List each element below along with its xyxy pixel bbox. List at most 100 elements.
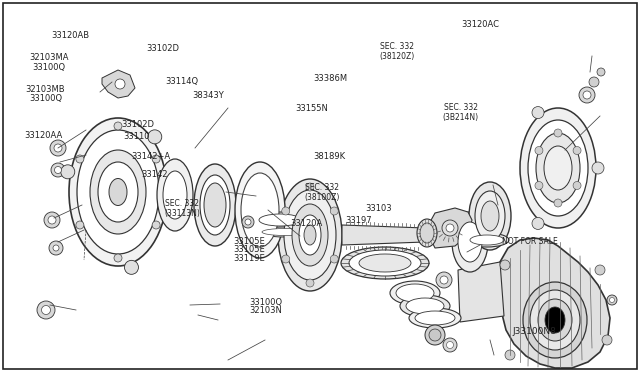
Circle shape	[44, 212, 60, 228]
Text: 33105E: 33105E	[234, 246, 266, 254]
Ellipse shape	[400, 295, 450, 317]
Text: 33100Q: 33100Q	[32, 63, 65, 72]
Ellipse shape	[299, 215, 321, 255]
Circle shape	[554, 129, 562, 137]
Text: 33197: 33197	[346, 216, 372, 225]
Text: 32103MA: 32103MA	[29, 53, 68, 62]
Circle shape	[152, 155, 160, 163]
Circle shape	[607, 295, 617, 305]
Circle shape	[505, 350, 515, 360]
Ellipse shape	[538, 299, 572, 341]
Text: SEC. 332
(38100Z): SEC. 332 (38100Z)	[304, 183, 340, 202]
Text: 32103MB: 32103MB	[26, 85, 65, 94]
Circle shape	[447, 341, 454, 349]
Ellipse shape	[530, 290, 580, 350]
Text: 33142+A: 33142+A	[131, 152, 170, 161]
Ellipse shape	[204, 183, 226, 227]
Circle shape	[53, 245, 59, 251]
Circle shape	[54, 144, 62, 152]
Circle shape	[152, 221, 160, 229]
Circle shape	[602, 335, 612, 345]
Ellipse shape	[406, 298, 444, 314]
Ellipse shape	[349, 250, 421, 276]
Circle shape	[425, 325, 445, 345]
Circle shape	[306, 279, 314, 287]
Circle shape	[76, 221, 84, 229]
Polygon shape	[342, 225, 425, 245]
Ellipse shape	[200, 175, 230, 235]
Circle shape	[282, 207, 290, 215]
Ellipse shape	[481, 201, 499, 231]
Ellipse shape	[415, 311, 455, 325]
Ellipse shape	[304, 225, 316, 245]
Text: 33142: 33142	[141, 170, 167, 179]
Ellipse shape	[254, 212, 306, 228]
Ellipse shape	[469, 182, 511, 250]
Ellipse shape	[536, 133, 580, 203]
Ellipse shape	[163, 171, 187, 219]
Circle shape	[583, 91, 591, 99]
Circle shape	[124, 260, 138, 274]
Circle shape	[76, 155, 84, 163]
Ellipse shape	[257, 227, 313, 237]
Text: 33105E: 33105E	[234, 237, 266, 246]
Circle shape	[532, 106, 544, 119]
Ellipse shape	[241, 173, 279, 247]
Text: 33102D: 33102D	[122, 120, 155, 129]
Circle shape	[245, 219, 251, 225]
Ellipse shape	[90, 150, 146, 234]
Ellipse shape	[284, 190, 336, 280]
Text: 33155N: 33155N	[296, 104, 328, 113]
Circle shape	[51, 163, 65, 177]
Ellipse shape	[235, 162, 285, 258]
Text: J33100N8: J33100N8	[512, 327, 556, 336]
Circle shape	[592, 162, 604, 174]
Circle shape	[554, 199, 562, 207]
Ellipse shape	[475, 191, 505, 241]
Text: SEC. 332
(33113N): SEC. 332 (33113N)	[164, 199, 200, 218]
Text: SEC. 332
(38120Z): SEC. 332 (38120Z)	[379, 42, 415, 61]
Circle shape	[442, 220, 458, 236]
Ellipse shape	[465, 233, 509, 247]
Ellipse shape	[452, 212, 488, 272]
Text: 32103N: 32103N	[250, 306, 282, 315]
Ellipse shape	[409, 308, 461, 328]
Polygon shape	[102, 70, 135, 98]
Ellipse shape	[259, 214, 301, 226]
Text: 33119E: 33119E	[234, 254, 266, 263]
Circle shape	[573, 147, 581, 154]
Ellipse shape	[396, 284, 434, 302]
Circle shape	[306, 183, 314, 191]
Ellipse shape	[390, 281, 440, 305]
Circle shape	[597, 68, 605, 76]
Circle shape	[42, 305, 51, 314]
Circle shape	[49, 241, 63, 255]
Circle shape	[429, 329, 441, 341]
Ellipse shape	[458, 222, 482, 262]
Circle shape	[443, 338, 457, 352]
Circle shape	[37, 301, 55, 319]
Ellipse shape	[341, 247, 429, 279]
Circle shape	[115, 79, 125, 89]
Ellipse shape	[109, 179, 127, 205]
Circle shape	[114, 122, 122, 130]
Circle shape	[330, 255, 339, 263]
Text: 33120AB: 33120AB	[51, 31, 90, 40]
Circle shape	[589, 77, 599, 87]
Ellipse shape	[544, 146, 572, 190]
Circle shape	[436, 272, 452, 288]
Circle shape	[446, 224, 454, 232]
Ellipse shape	[194, 164, 236, 246]
Text: 38189K: 38189K	[314, 153, 346, 161]
Text: 33100Q: 33100Q	[250, 298, 283, 307]
Ellipse shape	[98, 162, 138, 222]
Circle shape	[440, 276, 448, 284]
Circle shape	[535, 182, 543, 189]
Ellipse shape	[470, 235, 504, 245]
Circle shape	[609, 298, 614, 302]
Circle shape	[61, 165, 75, 179]
Circle shape	[535, 147, 543, 154]
Text: SEC. 332
(3B214N): SEC. 332 (3B214N)	[443, 103, 479, 122]
Ellipse shape	[523, 282, 587, 358]
Polygon shape	[498, 238, 610, 368]
